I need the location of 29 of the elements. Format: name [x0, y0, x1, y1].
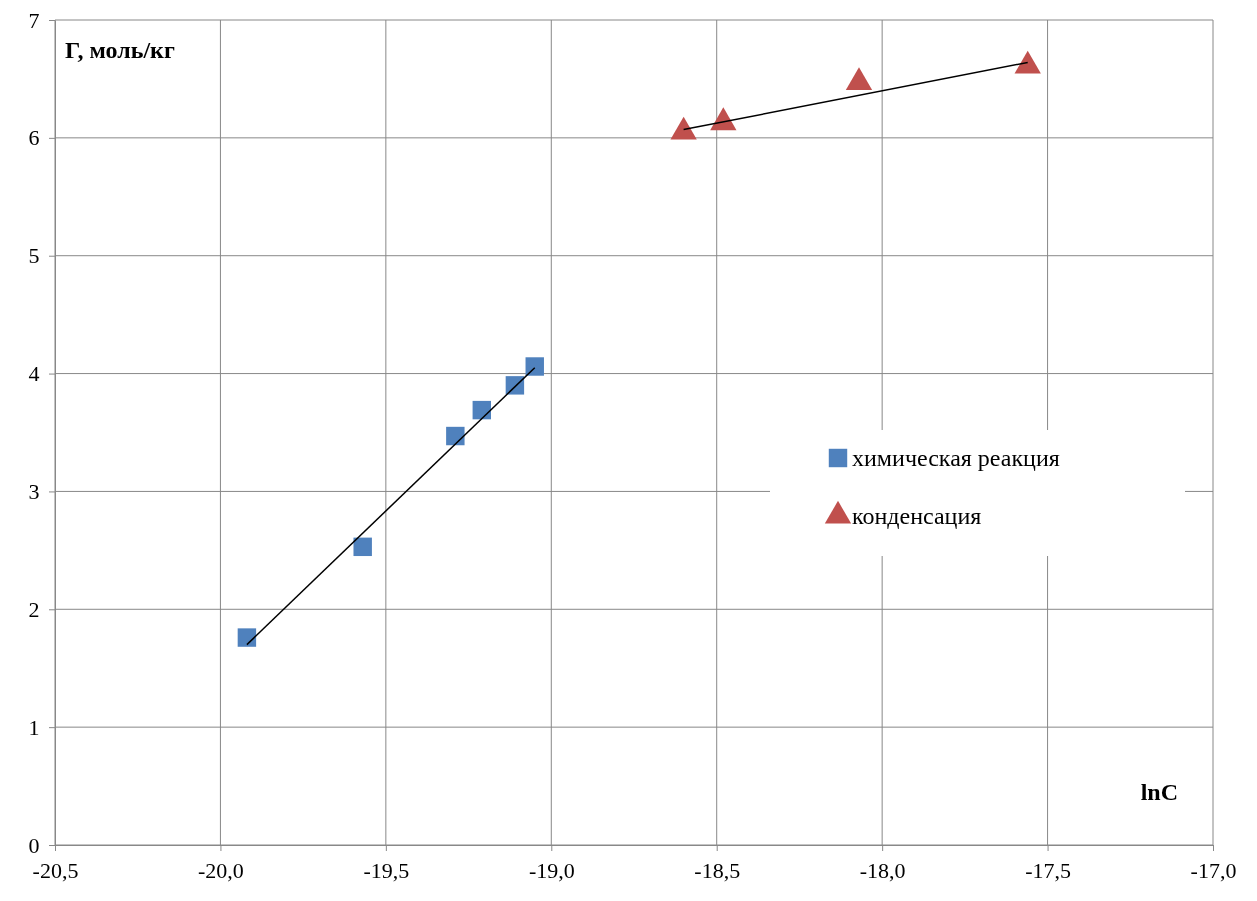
- y-tick-label: 1: [28, 714, 40, 740]
- point: [845, 67, 873, 91]
- point: [710, 107, 737, 131]
- point: [525, 357, 544, 376]
- x-tick-label: -17,5: [1025, 858, 1071, 884]
- y-tick-label: 2: [28, 596, 40, 622]
- y-tick-label: 6: [28, 125, 40, 151]
- x-tick-label: -20,0: [198, 858, 244, 884]
- point: [670, 116, 697, 140]
- point: [446, 426, 465, 446]
- y-tick-label: 5: [28, 243, 40, 269]
- point: [237, 628, 257, 647]
- legend-label: химическая реакция: [852, 445, 1060, 471]
- x-tick-label: -20,5: [32, 858, 79, 884]
- x-tick-label: -18,5: [694, 858, 741, 884]
- y-axis-title: Г, моль/кг: [65, 37, 175, 63]
- y-tick-label: 3: [28, 478, 40, 504]
- y-tick-label: 0: [28, 832, 40, 858]
- legend-label: конденсация: [852, 503, 982, 529]
- point: [1014, 50, 1041, 74]
- y-tick-label: 4: [28, 361, 40, 387]
- point: [353, 537, 372, 557]
- x-tick-label: -18,0: [859, 858, 906, 884]
- x-tick-label: -19,0: [528, 858, 575, 884]
- x-axis-title: lnC: [1140, 779, 1178, 805]
- point: [472, 400, 492, 420]
- y-tick-label: 7: [28, 7, 40, 33]
- x-tick-label: -17,0: [1190, 858, 1237, 884]
- x-tick-label: -19,5: [363, 858, 410, 884]
